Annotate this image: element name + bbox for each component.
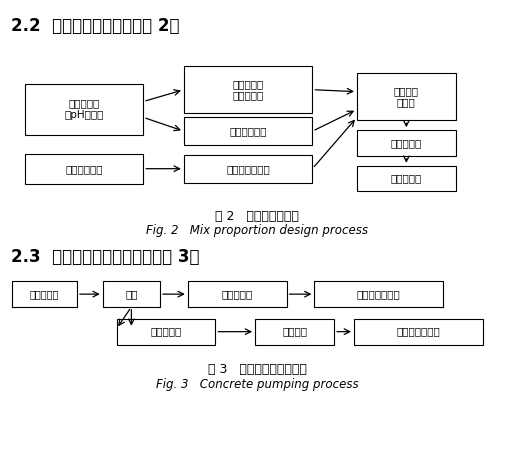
Text: Fig. 2   Mix proportion design process: Fig. 2 Mix proportion design process bbox=[146, 224, 368, 237]
Text: 图 2   配合比设计流程: 图 2 配合比设计流程 bbox=[215, 210, 299, 223]
Text: 回收代替人工砂: 回收代替人工砂 bbox=[226, 164, 270, 174]
Text: 搅拌: 搅拌 bbox=[125, 289, 138, 299]
FancyBboxPatch shape bbox=[255, 319, 334, 345]
Text: 施工配合比: 施工配合比 bbox=[391, 174, 422, 184]
FancyBboxPatch shape bbox=[184, 117, 313, 145]
FancyBboxPatch shape bbox=[184, 66, 313, 113]
Text: Fig. 3   Concrete pumping process: Fig. 3 Concrete pumping process bbox=[156, 378, 358, 391]
Text: 下达配合比: 下达配合比 bbox=[30, 289, 59, 299]
FancyBboxPatch shape bbox=[354, 319, 483, 345]
FancyBboxPatch shape bbox=[357, 166, 456, 191]
FancyBboxPatch shape bbox=[357, 130, 456, 156]
FancyBboxPatch shape bbox=[25, 154, 143, 184]
Text: 沉淀废渣试验: 沉淀废渣试验 bbox=[65, 164, 103, 174]
Text: 坍落度测试: 坍落度测试 bbox=[151, 327, 181, 337]
FancyBboxPatch shape bbox=[357, 73, 456, 120]
Text: 搅拌车运输: 搅拌车运输 bbox=[222, 289, 253, 299]
FancyBboxPatch shape bbox=[188, 281, 287, 307]
Text: 图 3   混凝土泵送施工流程: 图 3 混凝土泵送施工流程 bbox=[208, 363, 306, 376]
Text: 确定回用比例: 确定回用比例 bbox=[229, 126, 267, 136]
Text: 2.3  混凝土泵送施工流程（见图 3）: 2.3 混凝土泵送施工流程（见图 3） bbox=[11, 248, 199, 266]
Text: 普通混凝土
配合比设计: 普通混凝土 配合比设计 bbox=[232, 79, 264, 100]
Text: 废浆回用
配合比: 废浆回用 配合比 bbox=[394, 86, 419, 108]
Text: 混凝土强度评定: 混凝土强度评定 bbox=[396, 327, 440, 337]
FancyBboxPatch shape bbox=[25, 84, 143, 135]
Text: 试配与验证: 试配与验证 bbox=[391, 138, 422, 148]
Text: 试块制作: 试块制作 bbox=[282, 327, 307, 337]
Text: 废浆含固量
和pH值测定: 废浆含固量 和pH值测定 bbox=[64, 99, 104, 120]
FancyBboxPatch shape bbox=[117, 319, 215, 345]
FancyBboxPatch shape bbox=[315, 281, 443, 307]
Text: 2.2  配合比设计流程（见图 2）: 2.2 配合比设计流程（见图 2） bbox=[11, 17, 179, 35]
FancyBboxPatch shape bbox=[12, 281, 77, 307]
FancyBboxPatch shape bbox=[184, 155, 313, 183]
Text: 混凝土泵送施工: 混凝土泵送施工 bbox=[357, 289, 400, 299]
FancyBboxPatch shape bbox=[103, 281, 160, 307]
